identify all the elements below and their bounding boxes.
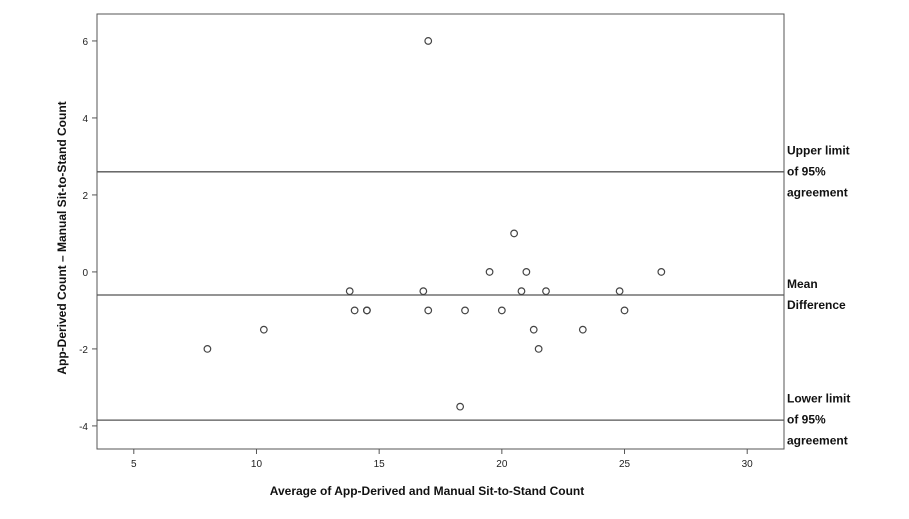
reference-line-labels: Upper limit of 95% agreement Mean Difference… <box>787 143 850 447</box>
y-tick-label: -2 <box>79 345 88 356</box>
y-tick-label: 0 <box>82 268 88 279</box>
reference-line-label: Upper limit <box>787 143 850 157</box>
reference-line-label: Difference <box>787 298 846 312</box>
data-point <box>620 306 629 315</box>
data-point <box>419 287 428 296</box>
reference-lines <box>97 171 784 421</box>
plot-frame <box>96 13 785 450</box>
reference-line-label: Mean <box>787 277 818 291</box>
x-tick-label: 20 <box>496 459 508 470</box>
x-tick-label: 25 <box>619 459 631 470</box>
data-point <box>424 37 433 45</box>
data-point <box>345 287 354 296</box>
data-point <box>522 268 531 276</box>
data-point <box>456 402 465 411</box>
x-tick-label: 10 <box>251 459 263 470</box>
x-axis: 5 10 15 20 25 30 <box>131 449 753 470</box>
reference-line-label: agreement <box>787 185 848 199</box>
y-tick-label: 2 <box>82 191 88 202</box>
y-axis: -4 -2 0 2 4 6 <box>79 37 97 433</box>
data-point <box>578 325 587 334</box>
data-point <box>203 345 212 353</box>
reference-line-label: Lower limit <box>787 392 850 406</box>
y-tick-label: 4 <box>82 114 88 125</box>
x-tick-label: 5 <box>131 459 137 470</box>
data-point <box>362 306 371 315</box>
reference-line-label: agreement <box>787 434 848 448</box>
data-point <box>510 229 519 238</box>
y-tick-label: -4 <box>79 422 88 433</box>
data-point <box>350 306 359 315</box>
y-axis-title: App-Derived Count – Manual Sit-to-Stand … <box>55 101 69 374</box>
data-point <box>517 287 526 296</box>
data-point <box>461 306 469 315</box>
data-points <box>203 37 666 411</box>
reference-line-label: of 95% <box>787 164 826 178</box>
data-point <box>657 268 666 276</box>
data-point <box>259 325 268 334</box>
x-tick-label: 15 <box>374 459 386 470</box>
y-tick-label: 6 <box>82 37 88 48</box>
data-point <box>615 287 624 296</box>
x-axis-title: Average of App-Derived and Manual Sit-to… <box>270 484 584 498</box>
data-point <box>529 325 538 334</box>
data-point <box>534 345 543 353</box>
data-point <box>424 306 433 315</box>
data-point <box>485 268 494 276</box>
x-tick-label: 30 <box>742 459 754 470</box>
reference-line-label: of 95% <box>787 413 826 427</box>
data-point <box>542 287 550 296</box>
data-point <box>497 306 506 315</box>
